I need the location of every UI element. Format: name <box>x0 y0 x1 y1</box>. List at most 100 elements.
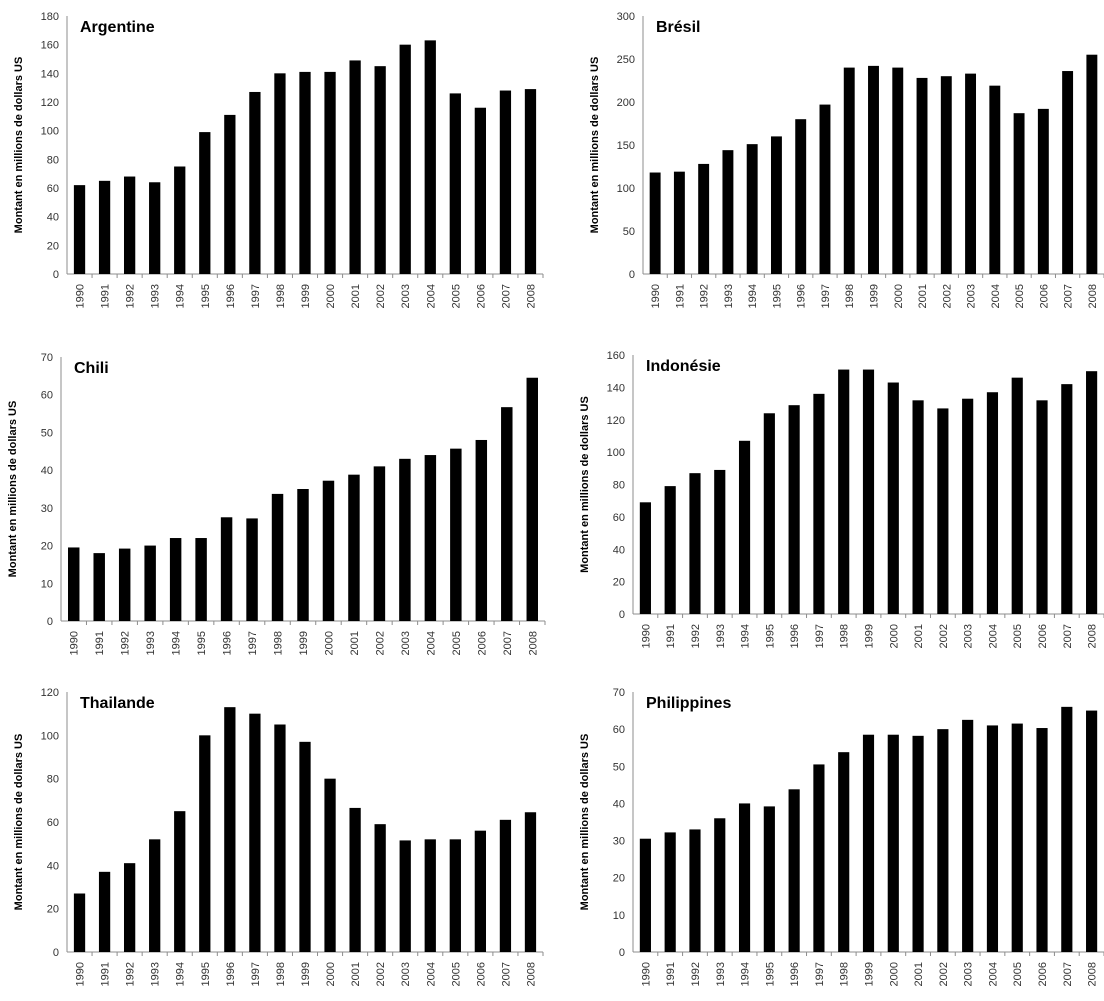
x-tick-label: 1997 <box>820 284 832 308</box>
bar-1991 <box>673 171 685 274</box>
x-tick-label: 1999 <box>298 631 310 655</box>
x-tick-label: 2008 <box>525 284 537 308</box>
x-tick-label: 2005 <box>451 631 463 655</box>
x-tick-label: 2003 <box>400 631 412 655</box>
x-tick-label: 2000 <box>888 624 900 648</box>
x-tick-label: 1997 <box>247 631 259 655</box>
x-tick-label: 2007 <box>1062 624 1074 648</box>
bar-1997 <box>819 104 831 274</box>
x-tick-label: 1992 <box>690 962 702 986</box>
bar-2004 <box>424 455 437 621</box>
bar-1992 <box>123 176 136 274</box>
bar-2006 <box>1036 728 1048 952</box>
x-tick-label: 2005 <box>1012 624 1024 648</box>
y-tick-label: 60 <box>41 390 53 402</box>
x-tick-label: 1998 <box>839 624 851 648</box>
bar-2000 <box>887 734 899 952</box>
bar-1993 <box>144 545 156 621</box>
x-tick-label: 1999 <box>864 962 876 986</box>
y-tick-label: 140 <box>607 382 625 394</box>
x-tick-label: 2004 <box>425 962 437 986</box>
x-tick-label: 2006 <box>475 284 487 308</box>
x-tick-label: 2000 <box>325 962 337 986</box>
x-tick-label: 2007 <box>1062 962 1074 986</box>
y-tick-label: 0 <box>629 269 635 281</box>
x-tick-label: 1998 <box>273 631 285 655</box>
y-tick-label: 100 <box>617 183 635 195</box>
chart-title: Chili <box>74 360 109 377</box>
bar-1992 <box>698 163 710 274</box>
x-tick-label: 2002 <box>941 284 953 308</box>
bar-2001 <box>912 735 924 952</box>
x-tick-label: 1999 <box>300 962 312 986</box>
bar-1997 <box>813 764 825 952</box>
bar-1996 <box>795 119 807 274</box>
chart-panel-argentine: 0 20 40 60 80 100 120 140 160 180 1990 1991 1992 1993… <box>13 11 544 308</box>
x-tick-label: 1991 <box>100 284 112 308</box>
bar-1997 <box>249 91 261 274</box>
chart-panel-brésil: 0 50 100 150 200 250 300 1990 1991 1992 1993 1994 19… <box>589 11 1104 308</box>
y-tick-label: 100 <box>41 126 59 138</box>
x-tick-label: 1995 <box>200 284 212 308</box>
x-tick-label: 2000 <box>325 284 337 308</box>
bar-1991 <box>664 832 676 952</box>
x-tick-label: 2005 <box>1014 284 1026 308</box>
x-tick-label: 1995 <box>764 962 776 986</box>
y-axis-title: Montant en millions de dollars US <box>579 396 591 573</box>
x-tick-label: 1993 <box>723 284 735 308</box>
y-axis-title: Montant en millions de dollars US <box>13 734 25 911</box>
x-tick-label: 2000 <box>893 284 905 308</box>
bar-1990 <box>639 838 651 952</box>
bar-1999 <box>868 65 879 274</box>
bar-1994 <box>738 803 751 952</box>
y-tick-label: 20 <box>47 240 59 252</box>
bar-1990 <box>68 547 80 621</box>
x-tick-label: 2008 <box>1087 962 1099 986</box>
x-tick-label: 2006 <box>1037 962 1049 986</box>
bar-2005 <box>449 839 461 952</box>
x-tick-label: 2001 <box>350 284 362 308</box>
bar-2005 <box>450 448 462 621</box>
x-tick-label: 2002 <box>938 624 950 648</box>
bar-1992 <box>689 473 701 614</box>
x-tick-label: 1992 <box>125 284 137 308</box>
y-tick-label: 140 <box>41 68 59 80</box>
bar-1998 <box>274 724 286 952</box>
chart-panel-indonésie: 0 20 40 60 80 100 120 140 160 1990 1991 1992 1993 199… <box>579 350 1104 648</box>
x-tick-label: 2004 <box>990 284 1002 308</box>
bar-2001 <box>348 474 360 621</box>
bar-1997 <box>246 518 258 621</box>
x-tick-label: 1999 <box>869 284 881 308</box>
y-tick-label: 50 <box>613 761 625 773</box>
bar-1990 <box>639 502 651 614</box>
bar-2008 <box>526 377 538 621</box>
bar-2006 <box>1036 400 1048 614</box>
y-tick-label: 0 <box>619 609 625 621</box>
bar-2000 <box>324 71 336 275</box>
y-tick-label: 40 <box>41 465 53 477</box>
x-tick-label: 2005 <box>450 284 462 308</box>
x-tick-label: 1996 <box>796 284 808 308</box>
x-tick-label: 2002 <box>375 962 387 986</box>
bar-2008 <box>1086 371 1098 614</box>
bar-2003 <box>965 73 977 275</box>
bar-2003 <box>962 719 974 952</box>
bar-2004 <box>986 725 999 952</box>
x-tick-label: 1993 <box>715 962 727 986</box>
y-tick-label: 120 <box>41 97 59 109</box>
chart-panel-chili: 0 10 20 30 40 50 60 70 1990 1991 1992 1993 1994 1995 1… <box>7 352 546 655</box>
bar-1998 <box>838 369 850 614</box>
y-tick-label: 10 <box>41 578 53 590</box>
bar-1996 <box>224 114 236 275</box>
chart-panel-philippines: 0 10 20 30 40 50 60 70 1990 1991 1992 1993 1994 1995 1… <box>579 687 1104 986</box>
x-tick-label: 2007 <box>502 631 514 655</box>
bar-1992 <box>118 548 131 621</box>
x-tick-label: 1991 <box>665 624 677 648</box>
bar-2008 <box>1086 54 1098 275</box>
x-tick-label: 2008 <box>1087 624 1099 648</box>
bar-1991 <box>98 871 111 952</box>
bar-1998 <box>274 73 286 274</box>
bar-2000 <box>892 67 904 274</box>
x-tick-label: 2001 <box>349 631 361 655</box>
bar-2007 <box>501 407 513 621</box>
